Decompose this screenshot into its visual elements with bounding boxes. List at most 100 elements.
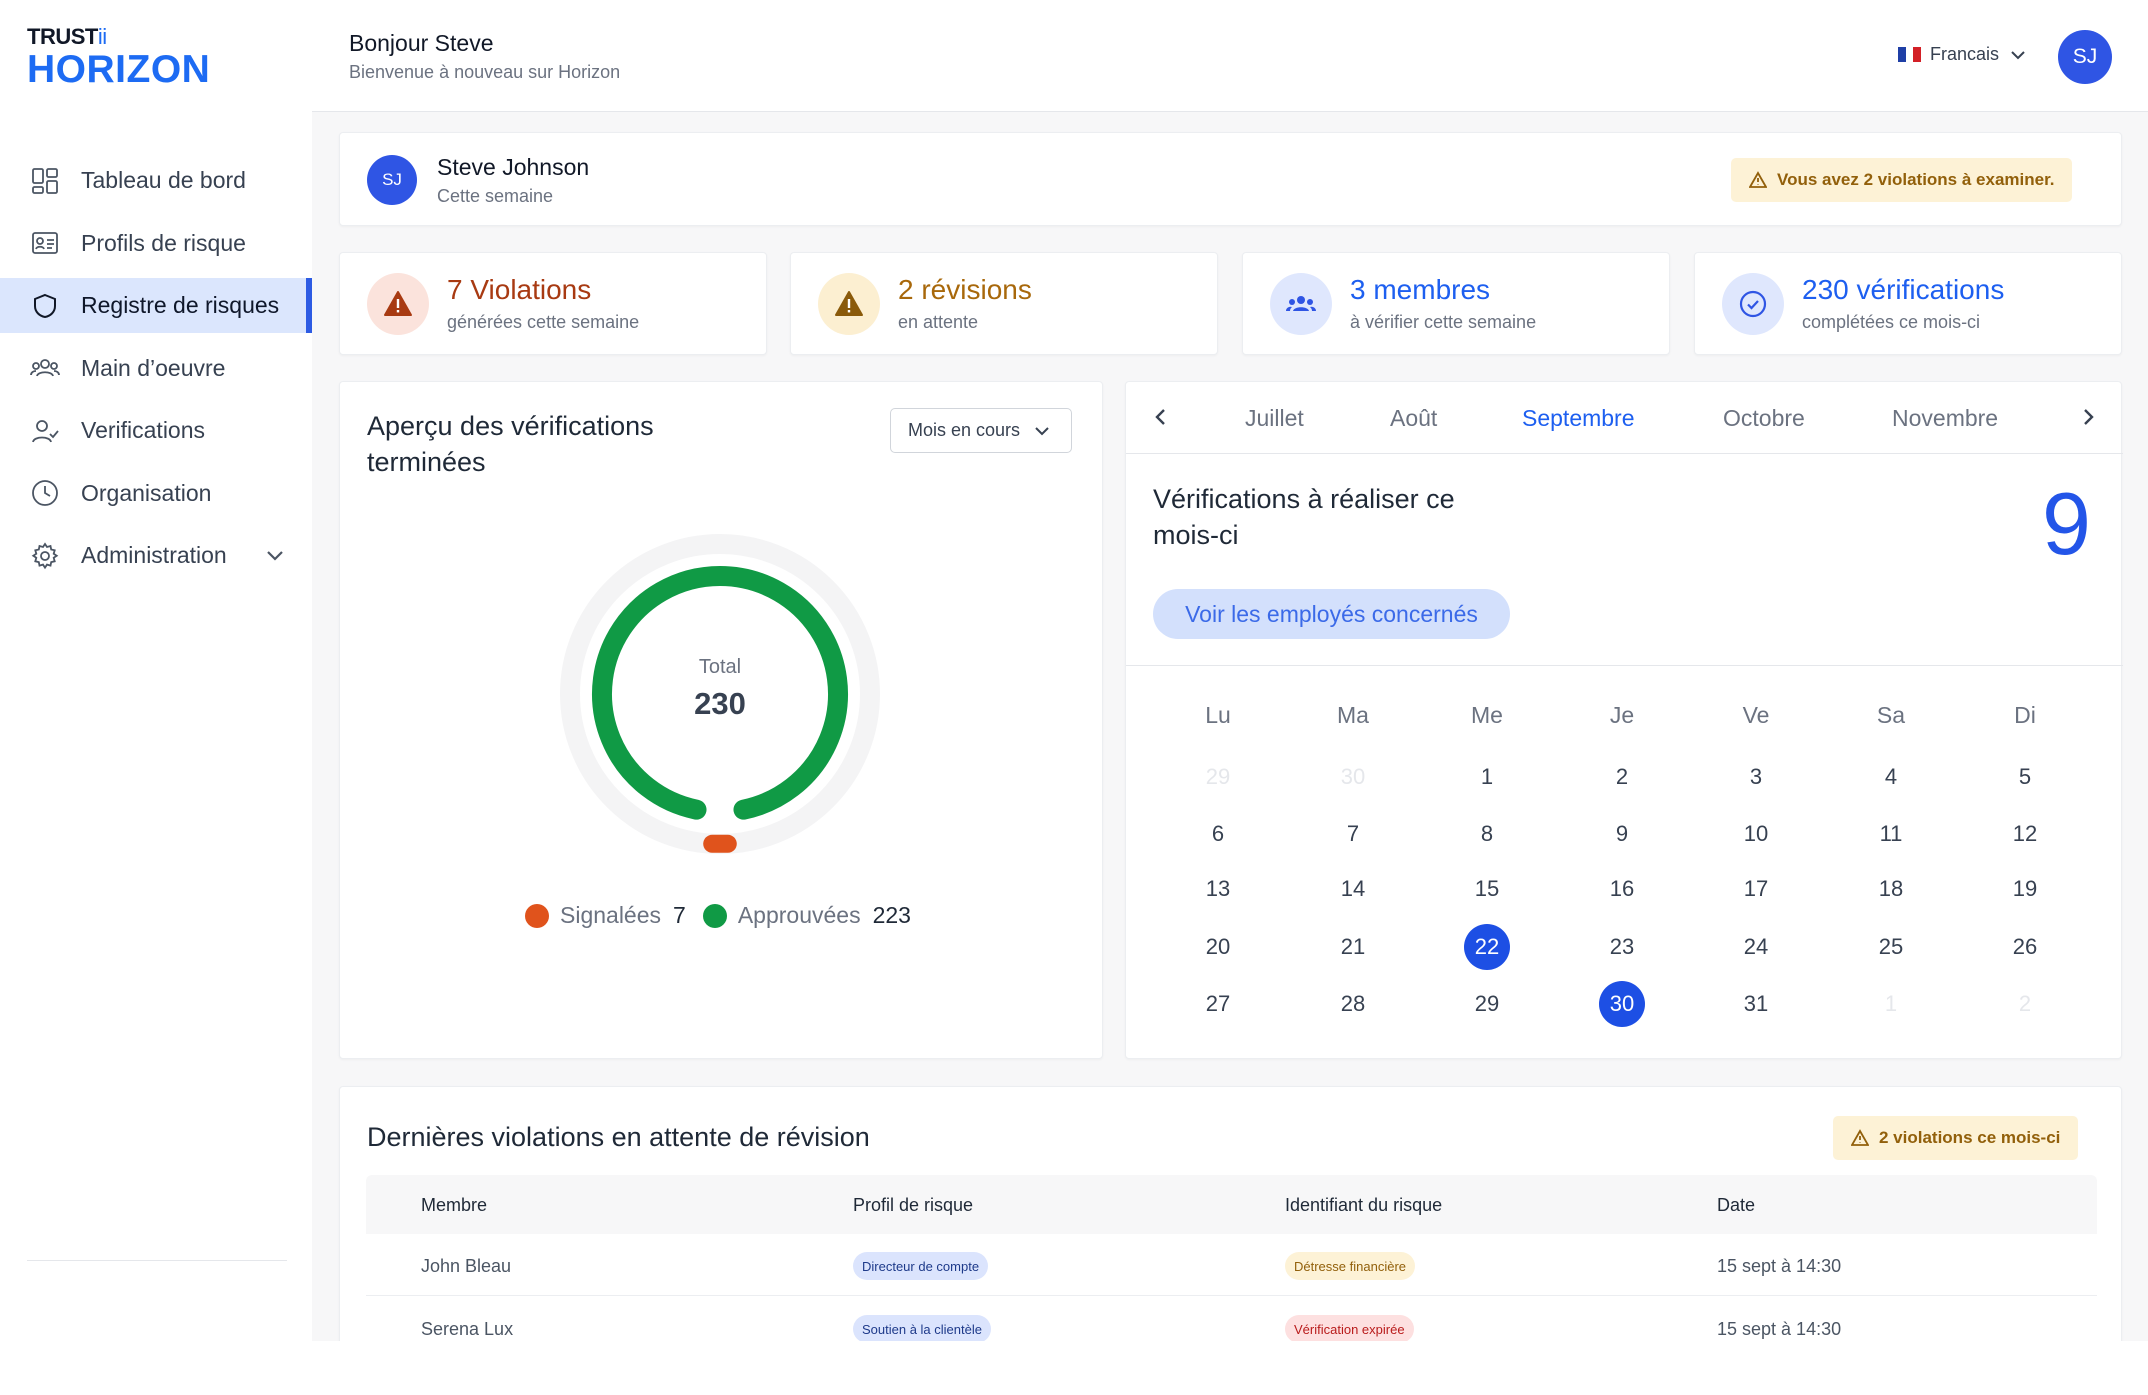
stat-label: complétées ce mois-ci bbox=[1802, 312, 1981, 332]
period-select[interactable]: Mois en cours bbox=[890, 408, 1072, 453]
chevron-left-icon[interactable] bbox=[1150, 406, 1172, 433]
calendar-day[interactable]: 5 bbox=[2018, 764, 2032, 789]
warning-icon bbox=[835, 291, 863, 316]
calendar-day[interactable]: 31 bbox=[1743, 991, 1769, 1016]
greeting-title: Bonjour Steve bbox=[349, 30, 494, 56]
calendar-day[interactable]: 9 bbox=[1615, 821, 1629, 846]
cell-member: Serena Lux bbox=[421, 1319, 514, 1339]
calendar-day[interactable]: 8 bbox=[1480, 821, 1494, 846]
calendar-day[interactable]: 1 bbox=[1480, 764, 1494, 789]
todo-count: 9 bbox=[2042, 474, 2091, 573]
violations-alert-text: Vous avez 2 violations à examiner. bbox=[1777, 170, 2055, 189]
month-navigation: Juillet Août Septembre Octobre Novembre bbox=[1126, 382, 2123, 454]
stat-card-members[interactable]: 3 membres à vérifier cette semaine bbox=[1242, 252, 1670, 355]
column-header-risk-id[interactable]: Identifiant du risque bbox=[1285, 1195, 1443, 1215]
chevron-right-icon[interactable] bbox=[2077, 406, 2099, 433]
chevron-down-icon bbox=[2011, 50, 2025, 59]
group-icon bbox=[1286, 296, 1316, 311]
view-employees-button[interactable]: Voir les employés concernés bbox=[1153, 589, 1510, 639]
calendar-day[interactable]: 2 bbox=[1615, 764, 1629, 789]
calendar-day[interactable]: 16 bbox=[1609, 876, 1635, 901]
french-flag-icon bbox=[1898, 47, 1922, 62]
sidebar-item-label: Profils de risque bbox=[81, 229, 246, 256]
calendar-day[interactable]: 29 bbox=[1474, 991, 1500, 1016]
calendar-day[interactable]: 4 bbox=[1884, 764, 1898, 789]
calendar-day[interactable]: 6 bbox=[1211, 821, 1225, 846]
sidebar-divider bbox=[27, 1260, 287, 1261]
calendar-day[interactable]: 20 bbox=[1205, 934, 1231, 959]
calendar-day[interactable]: 7 bbox=[1346, 821, 1360, 846]
user-check-icon bbox=[30, 416, 60, 446]
column-header-date[interactable]: Date bbox=[1717, 1195, 1756, 1215]
sidebar-item-dashboard[interactable]: Tableau de bord bbox=[0, 153, 312, 208]
stat-card-reviews[interactable]: 2 révisions en attente bbox=[790, 252, 1218, 355]
month-tab[interactable]: Octobre bbox=[1723, 405, 1805, 431]
calendar-day-highlighted[interactable]: 22 bbox=[1464, 924, 1510, 970]
calendar-day[interactable]: 17 bbox=[1743, 876, 1769, 901]
column-header-profile[interactable]: Profil de risque bbox=[853, 1195, 974, 1215]
clock-icon bbox=[30, 478, 60, 508]
sidebar-item-risk-profiles[interactable]: Profils de risque bbox=[0, 216, 312, 271]
calendar-day[interactable]: 26 bbox=[2012, 934, 2038, 959]
chevron-down-icon bbox=[1035, 426, 1049, 435]
calendar-day[interactable]: 11 bbox=[1879, 821, 1903, 846]
calendar-day[interactable]: 15 bbox=[1474, 876, 1500, 901]
violations-alert-badge[interactable]: Vous avez 2 violations à examiner. bbox=[1731, 158, 2073, 202]
month-tab[interactable]: Août bbox=[1390, 405, 1438, 431]
profile-tag: Soutien à la clientèle bbox=[853, 1315, 991, 1343]
language-selector[interactable]: Francais bbox=[1898, 44, 2028, 65]
month-tab-selected[interactable]: Septembre bbox=[1522, 405, 1635, 431]
calendar-day[interactable]: 21 bbox=[1340, 934, 1366, 959]
sidebar-item-workforce[interactable]: Main d’oeuvre bbox=[0, 341, 312, 396]
calendar-day[interactable]: 13 bbox=[1205, 876, 1231, 901]
shield-icon bbox=[30, 291, 60, 321]
id-card-icon bbox=[30, 228, 60, 258]
greeting-subtitle: Bienvenue à nouveau sur Horizon bbox=[349, 62, 621, 82]
warning-icon bbox=[384, 291, 412, 316]
user-period: Cette semaine bbox=[437, 186, 554, 206]
calendar-day[interactable]: 25 bbox=[1878, 934, 1904, 959]
sidebar-item-risk-register[interactable]: Registre de risques bbox=[0, 278, 312, 333]
logo[interactable]: TRUSTii HORIZON bbox=[27, 24, 210, 90]
logo-main-text: HORIZON bbox=[27, 48, 211, 91]
calendar-day[interactable]: 12 bbox=[2012, 821, 2038, 846]
stat-label: en attente bbox=[898, 312, 979, 332]
table-row[interactable]: John Bleau Directeur de compte Détresse … bbox=[366, 1234, 2097, 1296]
language-label: Francais bbox=[1930, 44, 2000, 64]
calendar-day[interactable]: 28 bbox=[1340, 991, 1366, 1016]
stat-card-violations[interactable]: 7 Violations générées cette semaine bbox=[339, 252, 767, 355]
avatar[interactable]: SJ bbox=[2058, 30, 2112, 84]
stat-card-verifications[interactable]: 230 vérifications complétées ce mois-ci bbox=[1694, 252, 2122, 355]
topbar: Bonjour Steve Bienvenue à nouveau sur Ho… bbox=[312, 0, 2148, 112]
calendar-day[interactable]: 27 bbox=[1205, 991, 1231, 1016]
divider bbox=[1126, 665, 2123, 666]
calendar-day: 2 bbox=[2018, 991, 2032, 1016]
cell-date: 15 sept à 14:30 bbox=[1717, 1256, 1842, 1276]
sidebar-item-label: Administration bbox=[81, 542, 227, 568]
calendar-day[interactable]: 24 bbox=[1743, 934, 1769, 959]
calendar-day[interactable]: 23 bbox=[1609, 934, 1635, 959]
calendar-day-highlighted[interactable]: 30 bbox=[1599, 981, 1645, 1027]
sidebar-item-organisation[interactable]: Organisation bbox=[0, 466, 312, 521]
stat-icon-circle bbox=[818, 273, 880, 335]
calendar-day[interactable]: 19 bbox=[2012, 876, 2038, 901]
month-tab[interactable]: Novembre bbox=[1892, 405, 1999, 431]
legend-label-approved: Approuvées bbox=[737, 902, 861, 928]
column-header-member[interactable]: Membre bbox=[421, 1195, 488, 1215]
month-tab[interactable]: Juillet bbox=[1245, 405, 1304, 431]
calendar-day[interactable]: 14 bbox=[1340, 876, 1366, 901]
sidebar-item-verifications[interactable]: Verifications bbox=[0, 403, 312, 458]
calendar-day[interactable]: 18 bbox=[1878, 876, 1904, 901]
violations-month-badge: 2 violations ce mois-ci bbox=[1833, 1116, 2079, 1160]
sidebar-item-label: Tableau de bord bbox=[81, 167, 246, 193]
users-icon bbox=[30, 353, 60, 383]
calendar-day[interactable]: 10 bbox=[1743, 821, 1769, 846]
calendar-day[interactable]: 3 bbox=[1749, 764, 1763, 789]
sidebar-item-label: Verifications bbox=[81, 417, 206, 443]
sidebar-item-label: Organisation bbox=[81, 479, 212, 506]
donut-chart bbox=[560, 534, 880, 854]
sidebar-item-administration[interactable]: Administration bbox=[0, 528, 312, 583]
sidebar-item-label: Main d’oeuvre bbox=[81, 354, 226, 381]
weekday-label: Di bbox=[2014, 702, 2036, 728]
